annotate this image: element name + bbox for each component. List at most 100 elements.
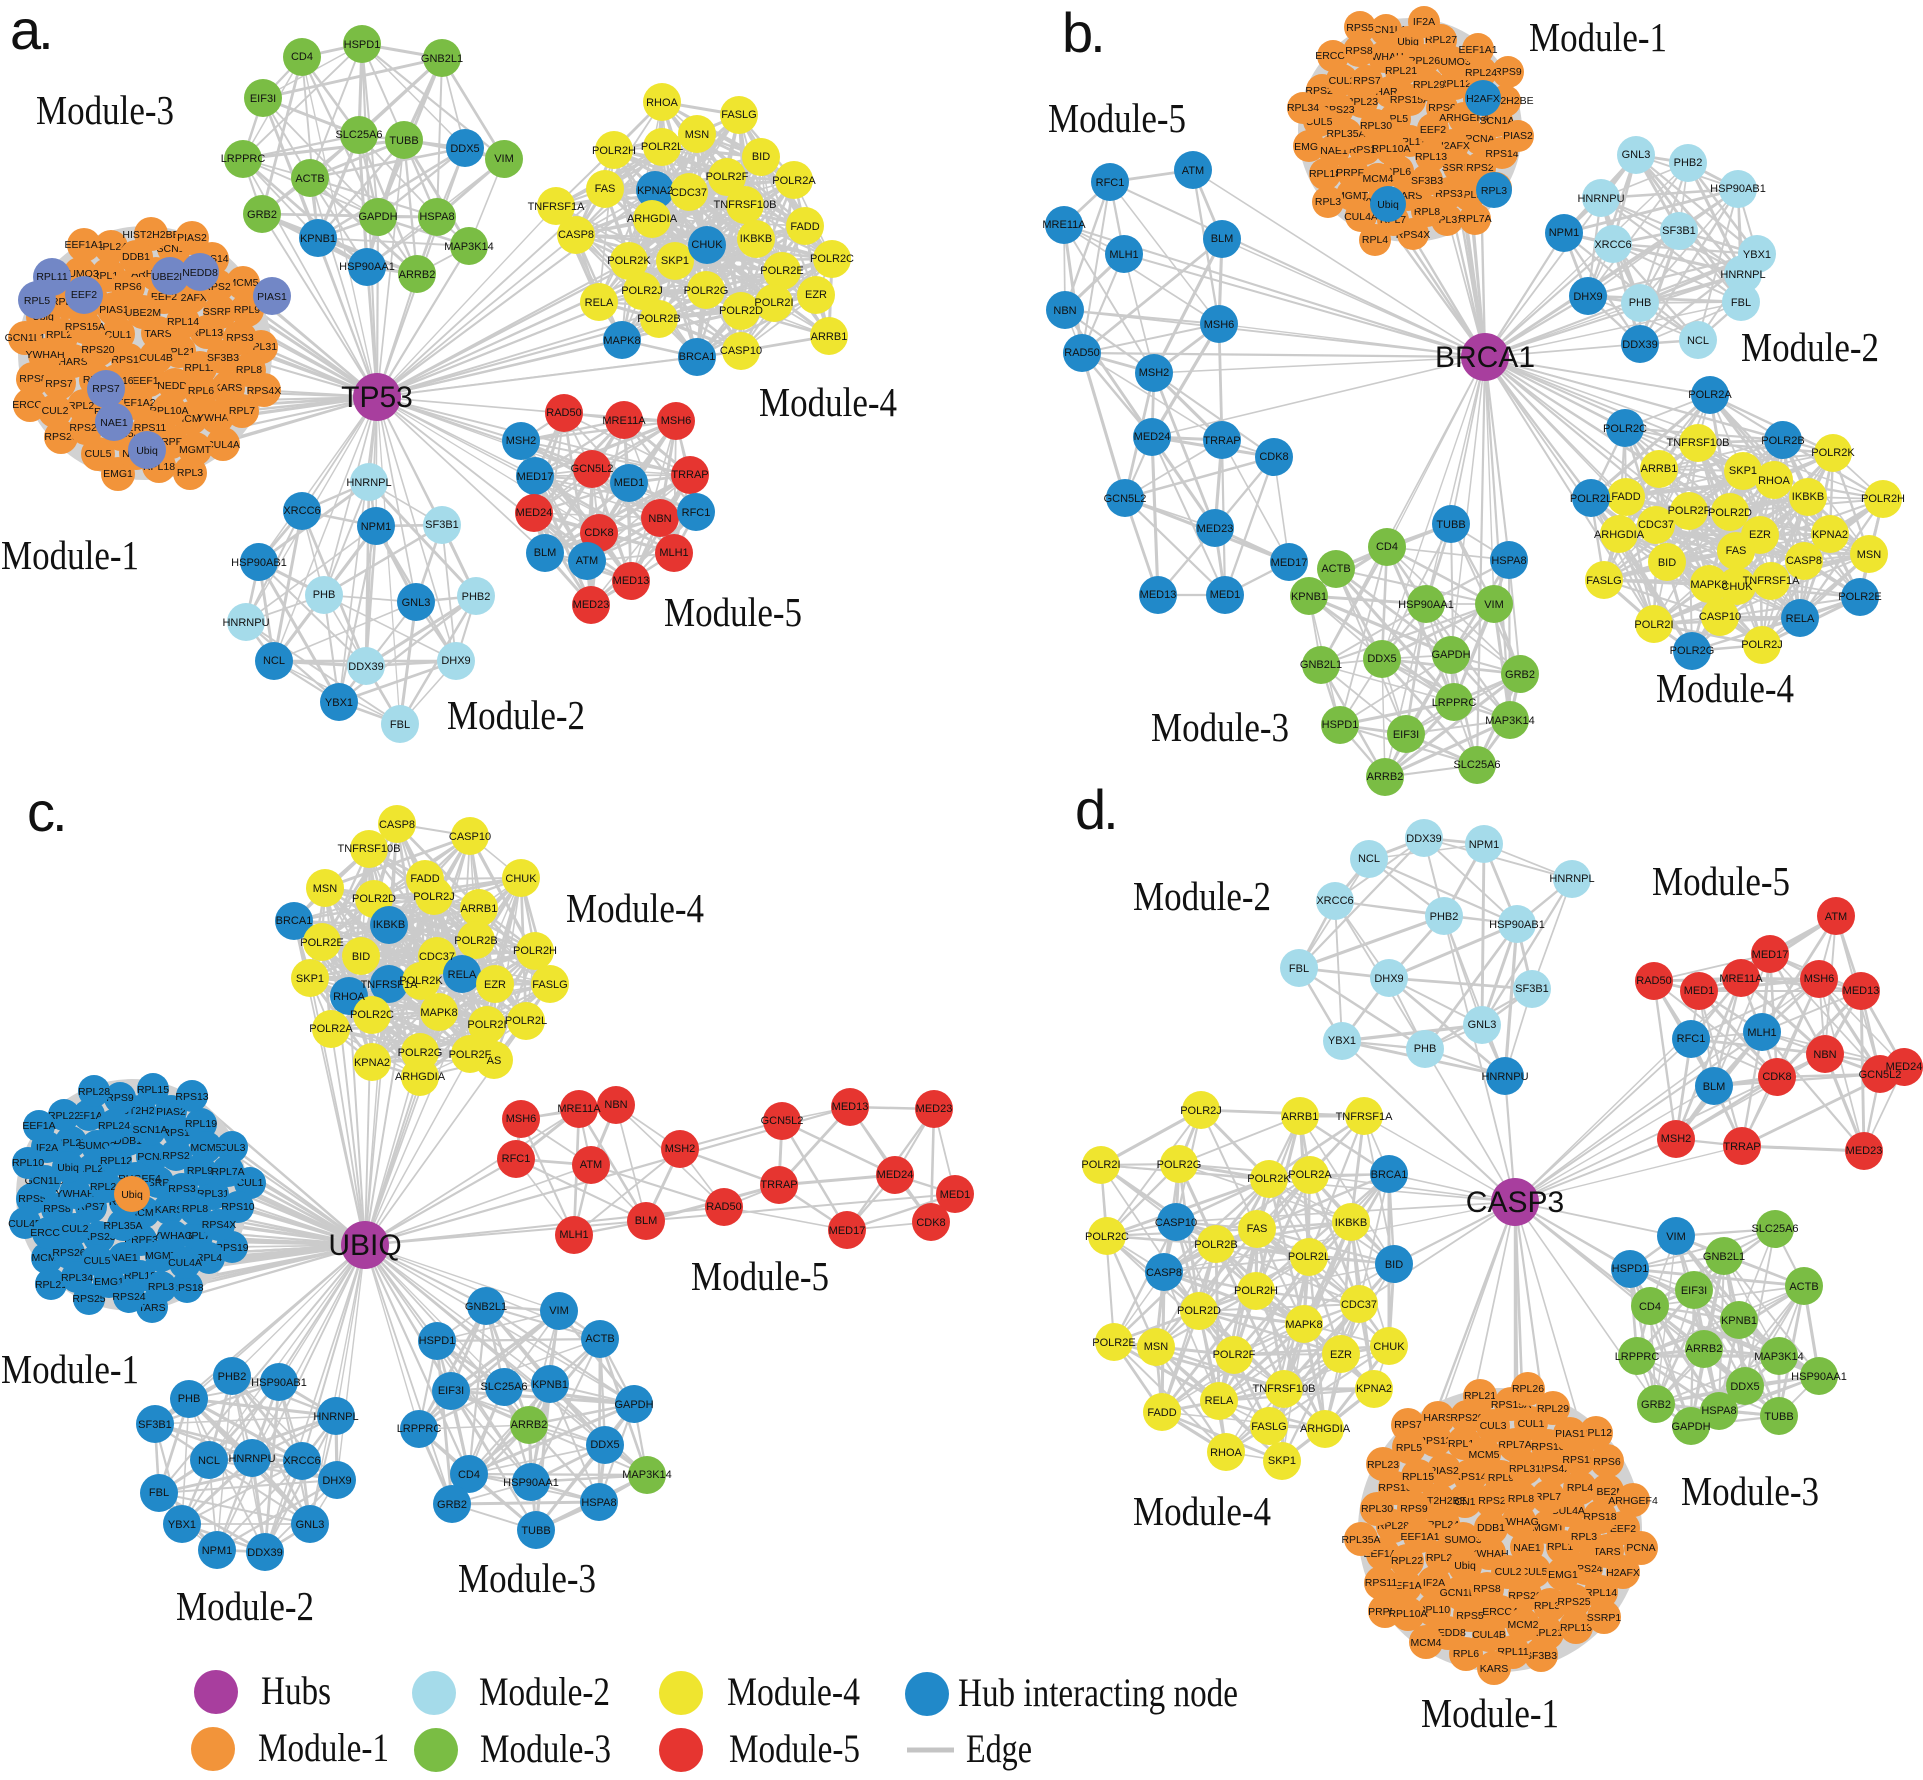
- svg-text:MED1: MED1: [940, 1189, 971, 1201]
- svg-text:SF3B3: SF3B3: [207, 352, 239, 364]
- svg-text:ERCC4: ERCC4: [30, 1227, 66, 1239]
- svg-text:RPS6: RPS6: [1428, 102, 1456, 114]
- svg-text:KPNB1: KPNB1: [532, 1379, 568, 1391]
- svg-text:MLH1: MLH1: [659, 547, 688, 559]
- svg-text:CASP8: CASP8: [379, 819, 415, 831]
- svg-text:MSN: MSN: [1144, 1341, 1169, 1353]
- svg-text:CASP8: CASP8: [1786, 555, 1822, 567]
- svg-text:Ubiq: Ubiq: [1377, 199, 1399, 211]
- svg-text:NAE1: NAE1: [100, 417, 128, 429]
- svg-text:TNFRSF10B: TNFRSF10B: [338, 843, 401, 855]
- svg-text:ARHGDIA: ARHGDIA: [627, 213, 678, 225]
- svg-text:NBN: NBN: [1053, 305, 1076, 317]
- svg-text:SCN1A: SCN1A: [1447, 1496, 1482, 1508]
- svg-text:MSH6: MSH6: [506, 1113, 537, 1125]
- svg-text:CUL5: CUL5: [1521, 1566, 1548, 1578]
- svg-text:RPL8: RPL8: [1414, 206, 1440, 218]
- svg-text:RPL21: RPL21: [90, 1181, 122, 1193]
- svg-text:PHB: PHB: [178, 1393, 201, 1405]
- svg-text:EEF1A: EEF1A: [132, 375, 165, 387]
- svg-text:RPS13: RPS13: [1418, 1435, 1451, 1447]
- svg-text:MED1: MED1: [614, 477, 645, 489]
- svg-text:MED17: MED17: [517, 471, 554, 483]
- svg-text:DDX39: DDX39: [247, 1547, 282, 1559]
- svg-text:YWHAH: YWHAH: [25, 349, 64, 361]
- svg-text:EMG1: EMG1: [1548, 1569, 1578, 1581]
- svg-text:TP53: TP53: [341, 381, 413, 414]
- svg-text:MSH6: MSH6: [661, 415, 692, 427]
- svg-text:XRCC6: XRCC6: [1316, 895, 1353, 907]
- svg-text:Ubiq: Ubiq: [136, 445, 158, 457]
- svg-text:CDK8: CDK8: [916, 1217, 945, 1229]
- svg-text:MED13: MED13: [1140, 589, 1177, 601]
- svg-text:Module-3: Module-3: [458, 1555, 596, 1601]
- svg-text:HSP90AA1: HSP90AA1: [1791, 1371, 1847, 1383]
- svg-text:a.: a.: [10, 0, 51, 61]
- svg-text:ARRB2: ARRB2: [1367, 771, 1404, 783]
- svg-text:ARHGDIA: ARHGDIA: [1300, 1423, 1351, 1435]
- svg-text:RPL23: RPL23: [1346, 96, 1378, 108]
- svg-text:RPL15: RPL15: [1402, 1471, 1434, 1483]
- svg-text:Module-4: Module-4: [566, 885, 704, 931]
- svg-text:FADD: FADD: [1611, 491, 1640, 503]
- svg-text:RPS23: RPS23: [69, 422, 102, 434]
- svg-text:GRB2: GRB2: [437, 1499, 467, 1511]
- svg-text:DDX39: DDX39: [1622, 339, 1657, 351]
- svg-text:RPL30: RPL30: [1361, 1503, 1393, 1515]
- svg-text:RPS14: RPS14: [1485, 148, 1518, 160]
- svg-text:RFC1: RFC1: [1096, 177, 1125, 189]
- svg-text:MCM2: MCM2: [1508, 1619, 1539, 1631]
- svg-text:MED24: MED24: [1886, 1061, 1923, 1073]
- svg-text:Ubiq: Ubiq: [1454, 1560, 1476, 1572]
- svg-text:CDK8: CDK8: [1762, 1071, 1791, 1083]
- svg-text:RPL13: RPL13: [191, 327, 223, 339]
- svg-text:CUL2: CUL2: [62, 1223, 89, 1235]
- svg-text:FAS: FAS: [1726, 545, 1747, 557]
- svg-text:POLR2B: POLR2B: [454, 935, 497, 947]
- svg-text:BLM: BLM: [1703, 1081, 1726, 1093]
- svg-text:BLM: BLM: [1211, 233, 1234, 245]
- svg-text:RPS8: RPS8: [1473, 1583, 1501, 1595]
- svg-text:CASP3: CASP3: [1466, 1186, 1564, 1219]
- svg-text:MED23: MED23: [1197, 523, 1234, 535]
- svg-text:MRE11A: MRE11A: [557, 1103, 601, 1115]
- svg-text:ARRB2: ARRB2: [1686, 1343, 1723, 1355]
- svg-text:HNRNPL: HNRNPL: [313, 1411, 358, 1423]
- svg-text:NCL: NCL: [1687, 335, 1709, 347]
- svg-text:PCNA: PCNA: [137, 1151, 166, 1163]
- svg-text:ACTB: ACTB: [585, 1333, 614, 1345]
- svg-text:DDX5: DDX5: [450, 143, 479, 155]
- svg-text:RPL34: RPL34: [1287, 102, 1319, 114]
- svg-text:POLR2G: POLR2G: [684, 285, 729, 297]
- svg-text:TRRAP: TRRAP: [1723, 1141, 1760, 1153]
- svg-text:GNB2L1: GNB2L1: [465, 1301, 507, 1313]
- svg-text:H2AFX: H2AFX: [173, 292, 207, 304]
- svg-text:RPL4: RPL4: [1567, 1482, 1593, 1494]
- svg-text:EIF3I: EIF3I: [1393, 729, 1419, 741]
- svg-text:RPS26: RPS26: [1508, 1590, 1541, 1602]
- svg-text:ERCC4: ERCC4: [1315, 50, 1351, 62]
- svg-text:MAP3K14: MAP3K14: [444, 241, 494, 253]
- svg-text:CUL1: CUL1: [1518, 1418, 1545, 1430]
- svg-text:RPL6: RPL6: [188, 385, 214, 397]
- svg-text:CD4: CD4: [1639, 1301, 1661, 1313]
- svg-text:RPL23: RPL23: [68, 400, 100, 412]
- svg-text:IKBKB: IKBKB: [373, 919, 405, 931]
- svg-text:TRRAP: TRRAP: [760, 1179, 797, 1191]
- svg-text:ARHGDIA: ARHGDIA: [395, 1071, 446, 1083]
- svg-text:GNL3: GNL3: [296, 1519, 325, 1531]
- svg-text:XRCC6: XRCC6: [1594, 239, 1631, 251]
- svg-text:RPL12: RPL12: [100, 1155, 132, 1167]
- svg-text:CDK8: CDK8: [584, 527, 613, 539]
- svg-text:RPS20: RPS20: [1450, 1412, 1483, 1424]
- svg-text:BRCA1: BRCA1: [1371, 1169, 1408, 1181]
- svg-text:CUL1: CUL1: [237, 1177, 264, 1189]
- svg-text:POLR2I: POLR2I: [1634, 619, 1673, 631]
- svg-text:UBE2M: UBE2M: [125, 307, 161, 319]
- svg-text:PIAS1: PIAS1: [1555, 1428, 1585, 1440]
- svg-text:RPS13: RPS13: [111, 354, 144, 366]
- svg-text:CDC37: CDC37: [671, 187, 707, 199]
- svg-text:POLR2H: POLR2H: [1861, 493, 1905, 505]
- svg-text:Module-4: Module-4: [759, 379, 897, 425]
- svg-text:POLR2E: POLR2E: [1838, 591, 1881, 603]
